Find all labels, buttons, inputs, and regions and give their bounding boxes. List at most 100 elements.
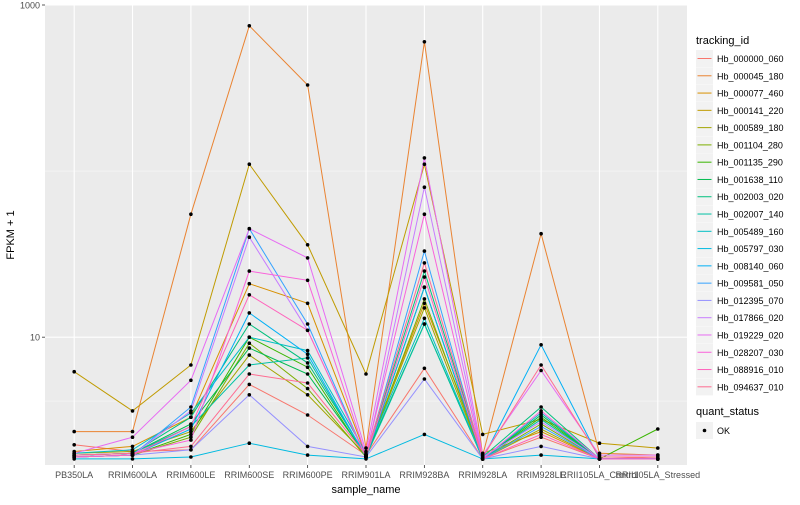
data-point (247, 382, 252, 387)
data-point (189, 405, 193, 409)
legend-label: Hb_019229_020 (717, 330, 784, 340)
legend-item: Hb_001135_290 (696, 153, 783, 171)
legend-item: Hb_000000_060 (696, 50, 784, 67)
data-point (422, 162, 427, 166)
data-point (189, 363, 193, 367)
legend-label: Hb_002007_140 (717, 210, 784, 220)
x-tick-label: RRIM928BA (399, 470, 449, 480)
legend-item: Hb_012395_070 (696, 291, 784, 309)
data-point (364, 446, 368, 450)
data-point (305, 356, 310, 360)
x-tick-label: PB350LA (55, 470, 93, 480)
data-point (189, 212, 193, 216)
legend-item: Hb_001638_110 (696, 170, 783, 188)
data-point (305, 361, 310, 365)
data-point (539, 424, 543, 429)
data-point (72, 429, 76, 434)
data-point (189, 429, 193, 434)
data-point (422, 377, 427, 381)
data-point (305, 386, 310, 391)
data-point (422, 40, 427, 44)
legend-label: Hb_009581_050 (717, 279, 784, 289)
legend-item: Hb_008140_060 (696, 257, 784, 275)
y-axis-title: FPKM + 1 (5, 210, 17, 259)
legend: tracking_id Hb_000000_060Hb_000045_180Hb… (696, 35, 784, 439)
data-point (422, 249, 427, 253)
legend-item: Hb_005489_160 (696, 222, 784, 240)
data-point (422, 156, 427, 160)
data-point (422, 261, 427, 265)
data-point (189, 444, 193, 449)
data-point (422, 269, 427, 273)
legend-label: Hb_000141_220 (717, 106, 784, 116)
legend-item: Hb_000045_180 (696, 67, 784, 85)
legend-item: Hb_088916_010 (696, 361, 784, 379)
legend-label: Hb_001135_290 (717, 158, 783, 168)
data-point (364, 453, 368, 457)
data-point (247, 269, 252, 273)
legend-label: Hb_001638_110 (717, 175, 783, 185)
major-gridlines (45, 4, 687, 465)
legend-item: Hb_000589_180 (696, 119, 784, 137)
data-point (305, 444, 310, 449)
legend-item: Hb_094637_010 (696, 378, 784, 396)
data-point (247, 293, 252, 297)
data-point (130, 457, 135, 461)
data-point (539, 409, 543, 413)
data-point (422, 432, 427, 437)
data-point (422, 185, 427, 189)
data-point (305, 301, 310, 306)
legend-item: Hb_000077_460 (696, 84, 784, 102)
data-point (189, 435, 193, 440)
data-point (305, 328, 310, 333)
data-point (305, 83, 310, 87)
data-point (539, 453, 543, 457)
data-point (656, 455, 660, 459)
data-point (247, 335, 252, 340)
data-point (480, 432, 485, 437)
quant-status-legend-point (702, 428, 707, 433)
data-point (247, 353, 252, 357)
data-point (247, 372, 252, 376)
legend-label: Hb_002003_020 (717, 192, 784, 202)
data-point (539, 343, 543, 347)
data-point (247, 341, 252, 346)
legend-label: Hb_094637_010 (717, 382, 784, 392)
data-point (539, 231, 543, 236)
data-point (656, 427, 660, 431)
data-point (189, 422, 193, 426)
x-tick-label: RRII105LA_Stressed (616, 470, 701, 480)
legend-label: Hb_008140_060 (717, 261, 784, 271)
y-axis: 10 1000 (20, 1, 45, 343)
data-point (422, 301, 427, 306)
quant-status-legend-label: OK (717, 426, 730, 436)
data-point (422, 297, 427, 301)
data-point (480, 455, 485, 459)
data-point (247, 235, 252, 239)
data-point (305, 381, 310, 385)
legend-label: Hb_001104_280 (717, 140, 783, 150)
legend-label: Hb_000045_180 (717, 71, 784, 81)
data-point (247, 24, 252, 28)
legend-item: Hb_009581_050 (696, 274, 784, 292)
data-point (247, 162, 252, 166)
data-point (247, 346, 252, 350)
legend-label: Hb_000589_180 (717, 123, 784, 133)
legend-item: Hb_001104_280 (696, 136, 783, 154)
data-point (305, 278, 310, 283)
data-point (247, 226, 252, 231)
data-point (597, 441, 602, 446)
x-tick-label: RRIM600PE (283, 470, 333, 480)
data-point (305, 352, 310, 357)
data-point (189, 432, 193, 437)
legend-label: Hb_005797_030 (717, 244, 784, 254)
data-point (597, 455, 602, 459)
data-point (539, 432, 543, 437)
data-point (130, 448, 135, 452)
data-point (422, 316, 427, 321)
data-point (305, 393, 310, 397)
data-point (422, 275, 427, 279)
data-point (305, 243, 310, 247)
